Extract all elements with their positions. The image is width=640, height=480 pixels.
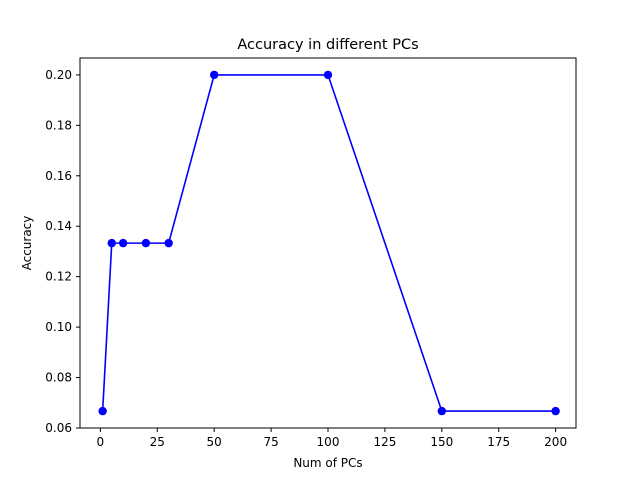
data-point (141, 238, 151, 248)
data-point (551, 406, 560, 416)
data-point (164, 238, 173, 248)
x-tick-label: 175 (487, 435, 510, 449)
x-axis-ticks: 0 25 50 75 100 125 150 175 200 (97, 428, 567, 449)
x-tick-label: 0 (97, 435, 105, 449)
y-tick-label: 0.16 (45, 169, 72, 183)
chart-title: Accuracy in different PCs (237, 37, 418, 53)
y-tick-label: 0.20 (45, 68, 72, 82)
y-axis-label: Accuracy (20, 216, 34, 271)
x-tick-label: 25 (150, 435, 165, 449)
y-tick-label: 0.06 (45, 421, 72, 435)
data-point (98, 406, 107, 416)
x-tick-label: 200 (544, 435, 567, 449)
y-axis-ticks: 0.06 0.08 0.10 0.12 0.14 0.16 0.18 0.20 (45, 68, 80, 435)
data-point (209, 70, 219, 80)
y-tick-label: 0.10 (45, 320, 72, 334)
y-tick-label: 0.12 (45, 270, 72, 284)
x-tick-label: 50 (207, 435, 222, 449)
data-point (118, 238, 128, 248)
data-point (437, 406, 447, 416)
y-tick-label: 0.18 (45, 118, 72, 132)
data-point (323, 70, 333, 80)
y-tick-label: 0.08 (45, 371, 72, 385)
x-axis-label: Num of PCs (293, 456, 362, 470)
x-tick-label: 125 (373, 435, 396, 449)
y-tick-label: 0.14 (45, 219, 72, 233)
x-tick-label: 150 (430, 435, 453, 449)
data-point (107, 238, 116, 248)
x-tick-label: 75 (263, 435, 278, 449)
x-tick-label: 100 (317, 435, 340, 449)
series-layer (98, 70, 560, 416)
